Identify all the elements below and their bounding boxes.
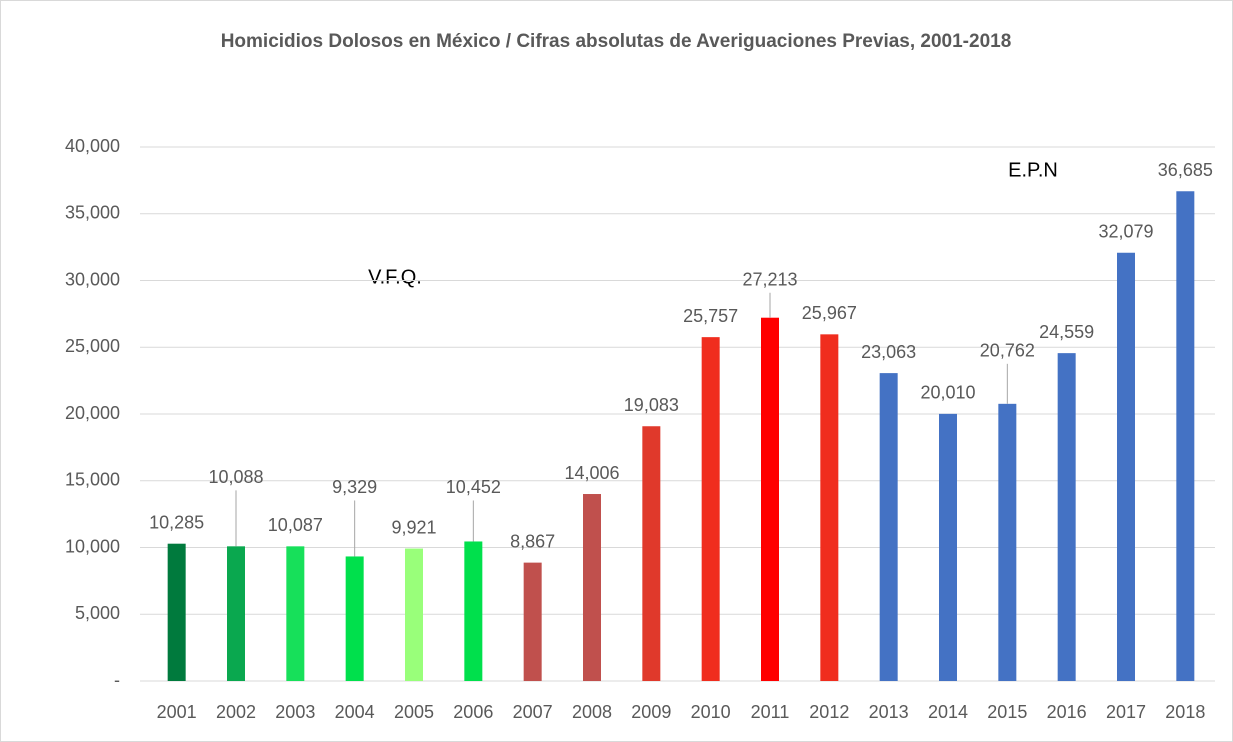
annotation: E.P.N	[1008, 159, 1058, 181]
data-label: 8,867	[510, 531, 555, 551]
x-tick-label: 2016	[1047, 702, 1087, 722]
bar	[939, 413, 957, 681]
bar	[523, 562, 542, 681]
bar	[167, 543, 186, 681]
bar	[1176, 191, 1195, 681]
data-label: 10,087	[268, 515, 323, 535]
data-label: 10,285	[149, 512, 204, 532]
data-label: 10,088	[208, 467, 263, 487]
y-tick-label: 30,000	[65, 269, 120, 289]
y-tick-label: 15,000	[65, 470, 120, 490]
data-label: 10,452	[446, 477, 501, 497]
chart-title: Homicidios Dolosos en México / Cifras ab…	[221, 31, 1012, 52]
data-label: 14,006	[564, 463, 619, 483]
y-tick-label: -	[114, 670, 120, 690]
bar	[286, 546, 305, 681]
x-tick-label: 2013	[869, 702, 909, 722]
x-tick-label: 2007	[513, 702, 553, 722]
bar	[879, 373, 898, 681]
bar	[820, 334, 839, 681]
data-label: 25,757	[683, 306, 738, 326]
bar	[1057, 353, 1076, 681]
data-label: 25,967	[802, 303, 857, 323]
x-tick-label: 2002	[216, 702, 256, 722]
x-tick-label: 2012	[809, 702, 849, 722]
data-label: 32,079	[1098, 221, 1153, 241]
data-label: 9,921	[391, 517, 436, 537]
bar	[227, 546, 245, 681]
y-tick-label: 10,000	[65, 536, 120, 556]
data-label: 36,685	[1158, 160, 1213, 180]
bar	[998, 403, 1017, 681]
bar	[464, 541, 483, 681]
bar	[761, 317, 779, 681]
data-label: 9,329	[332, 477, 377, 497]
bar	[701, 337, 720, 681]
y-tick-label: 40,000	[65, 136, 120, 156]
bar	[642, 426, 661, 681]
bar	[583, 494, 601, 681]
x-tick-label: 2004	[335, 702, 375, 722]
x-tick-label: 2018	[1165, 702, 1205, 722]
x-tick-label: 2009	[631, 702, 671, 722]
x-tick-label: 2011	[751, 702, 790, 722]
data-label: 20,010	[920, 383, 975, 403]
data-label: 27,213	[742, 269, 797, 289]
x-tick-label: 2008	[572, 702, 612, 722]
annotation: V.F.Q.	[368, 266, 422, 288]
x-tick-label: 2010	[691, 702, 731, 722]
y-tick-label: 5,000	[75, 603, 120, 623]
x-tick-label: 2014	[928, 702, 968, 722]
data-label: 20,762	[980, 341, 1035, 361]
y-tick-label: 25,000	[65, 336, 120, 356]
x-tick-label: 2001	[157, 702, 197, 722]
x-tick-label: 2006	[453, 702, 493, 722]
bar	[345, 556, 364, 681]
data-label: 24,559	[1039, 322, 1094, 342]
x-tick-label: 2017	[1106, 702, 1146, 722]
bar	[405, 548, 423, 681]
y-tick-label: 35,000	[65, 203, 120, 223]
x-tick-label: 2005	[394, 702, 434, 722]
bar	[1117, 252, 1135, 681]
x-tick-label: 2015	[987, 702, 1027, 722]
y-tick-label: 20,000	[65, 403, 120, 423]
data-label: 23,063	[861, 342, 916, 362]
data-label: 19,083	[624, 395, 679, 415]
x-tick-label: 2003	[275, 702, 315, 722]
